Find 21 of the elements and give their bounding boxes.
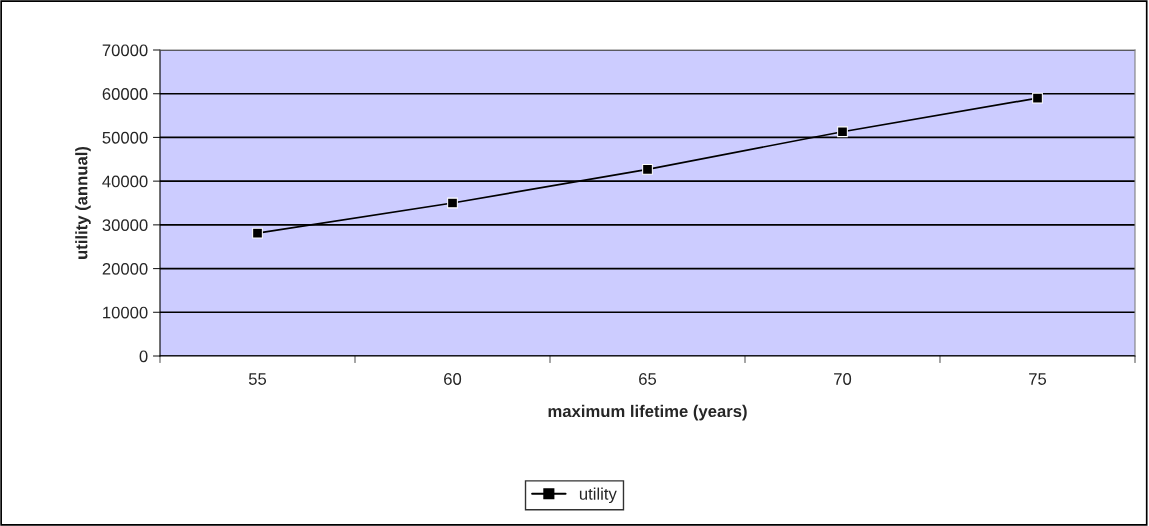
y-tick-label: 10000 xyxy=(103,306,148,319)
y-tick-label: 0 xyxy=(139,350,148,363)
y-tick-label: 70000 xyxy=(102,44,148,57)
point xyxy=(252,227,263,239)
y-tick-label: 30000 xyxy=(102,219,148,232)
x-tick-label: 60 xyxy=(444,373,462,385)
y-tick-label: 60000 xyxy=(102,88,148,100)
point xyxy=(837,126,848,138)
x-axis-title: maximum lifetime (years) xyxy=(548,404,747,421)
point xyxy=(1032,92,1043,104)
x-tick-label: 70 xyxy=(834,373,852,385)
y-tick-label: 20000 xyxy=(102,262,148,275)
x-tick-label: 75 xyxy=(1029,373,1047,385)
x-tick-label: 55 xyxy=(248,373,267,385)
point xyxy=(642,163,653,175)
x-tick-label: 65 xyxy=(639,373,657,385)
y-tick-label: 50000 xyxy=(102,131,148,144)
legend-label: utility xyxy=(579,487,617,504)
y-axis-title: utility (annual) xyxy=(75,146,91,259)
point xyxy=(447,197,458,209)
y-tick-label: 40000 xyxy=(102,175,148,188)
